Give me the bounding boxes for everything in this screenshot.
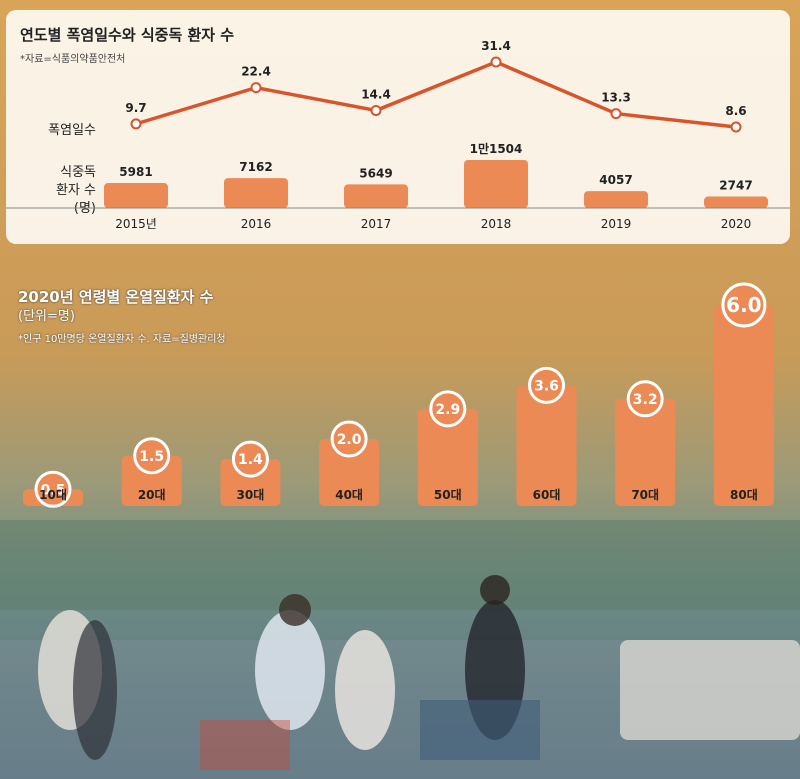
bar-age-group bbox=[121, 455, 182, 506]
bar-patients bbox=[104, 183, 168, 208]
bar-patients bbox=[224, 178, 288, 208]
x-tick-label: 20대 bbox=[138, 488, 166, 502]
x-tick-label: 2018 bbox=[481, 217, 512, 231]
bar-value-bubble bbox=[231, 440, 269, 478]
x-tick-label: 10대 bbox=[39, 488, 67, 502]
bar-patients bbox=[584, 191, 648, 208]
bar-age-group bbox=[220, 459, 281, 506]
bar-age-group bbox=[319, 439, 380, 506]
bar-value-label: 6.0 bbox=[726, 293, 761, 317]
line-series-label: 폭염일수 bbox=[48, 123, 96, 138]
bar-value-bubble bbox=[528, 366, 565, 404]
chart1-title: 연도별 폭염일수와 식중독 환자 수 bbox=[20, 26, 235, 44]
bar-value-label: 1.5 bbox=[139, 449, 164, 465]
bar-value-label: 5981 bbox=[119, 165, 152, 179]
bar-series-label-2: 환자 수 bbox=[56, 183, 96, 198]
bar-patients bbox=[344, 184, 408, 208]
bar-value-label: 2747 bbox=[719, 179, 752, 193]
bar-value-label: 2.9 bbox=[435, 402, 460, 418]
x-tick-label: 60대 bbox=[533, 488, 561, 502]
bar-age-group bbox=[516, 385, 577, 506]
bar-value-bubble bbox=[34, 470, 72, 508]
chart1-panel: 연도별 폭염일수와 식중독 환자 수 *자료=식품의약품안전처 폭염일수 식중독… bbox=[6, 10, 790, 244]
line-point bbox=[610, 108, 622, 120]
bar-value-label: 3.2 bbox=[633, 392, 658, 408]
line-value-label: 9.7 bbox=[125, 101, 146, 115]
line-heatwave-days bbox=[135, 60, 737, 129]
line-value-label: 14.4 bbox=[361, 87, 391, 101]
line-value-label: 31.4 bbox=[481, 39, 511, 53]
x-tick-label: 2019 bbox=[601, 217, 632, 231]
bar-value-bubble bbox=[330, 420, 368, 458]
x-tick-label: 40대 bbox=[335, 488, 363, 502]
chart2-source-note: *인구 10만명당 온열질환자 수. 자료=질병관리청 bbox=[18, 334, 226, 345]
chart2-unit: (단위=명) bbox=[18, 309, 75, 324]
x-tick-label: 50대 bbox=[434, 488, 462, 502]
chart2-title: 2020년 연령별 온열질환자 수 bbox=[18, 288, 214, 306]
chart1-svg: 폭염일수 식중독 환자 수 (명) 5981 7162 56491만15044057… bbox=[6, 39, 790, 231]
bar-value-label: 3.6 bbox=[534, 378, 559, 394]
bar-value-label: 7162 bbox=[239, 160, 272, 174]
bar-value-label: 5649 bbox=[359, 166, 392, 180]
x-tick-label: 2017 bbox=[361, 217, 392, 231]
chart1-source-note: *자료=식품의약품안전처 bbox=[20, 54, 126, 65]
bar-patients bbox=[464, 160, 528, 208]
x-tick-label: 80대 bbox=[730, 488, 758, 502]
bar-age-group bbox=[417, 408, 478, 506]
x-tick-label: 2020 bbox=[721, 217, 752, 231]
bar-value-bubble bbox=[626, 380, 664, 418]
line-value-label: 13.3 bbox=[601, 91, 631, 105]
line-value-label: 8.6 bbox=[725, 104, 746, 118]
bar-value-label: 1만1504 bbox=[470, 141, 523, 156]
x-tick-label: 30대 bbox=[237, 488, 265, 502]
x-tick-label: 2016 bbox=[241, 217, 272, 231]
bar-series-label-1: 식중독 bbox=[60, 165, 96, 180]
x-tick-label: 2015년 bbox=[115, 217, 157, 231]
line-point bbox=[130, 118, 142, 130]
line-point bbox=[370, 104, 382, 116]
line-point bbox=[730, 121, 742, 133]
x-tick-label: 70대 bbox=[631, 488, 659, 502]
bar-value-label: 0.5 bbox=[41, 482, 66, 498]
bar-value-label: 4057 bbox=[599, 173, 632, 187]
bar-patients bbox=[704, 196, 768, 208]
bar-value-bubble bbox=[429, 390, 467, 428]
line-point bbox=[490, 56, 502, 68]
bar-age-group bbox=[713, 305, 774, 506]
line-point bbox=[250, 82, 262, 94]
bar-value-label: 2.0 bbox=[337, 432, 362, 448]
bar-value-bubble bbox=[721, 282, 767, 328]
bar-age-group bbox=[615, 398, 676, 506]
bar-value-label: 1.4 bbox=[238, 452, 263, 468]
line-value-label: 22.4 bbox=[241, 65, 271, 79]
bar-value-bubble bbox=[133, 437, 171, 475]
